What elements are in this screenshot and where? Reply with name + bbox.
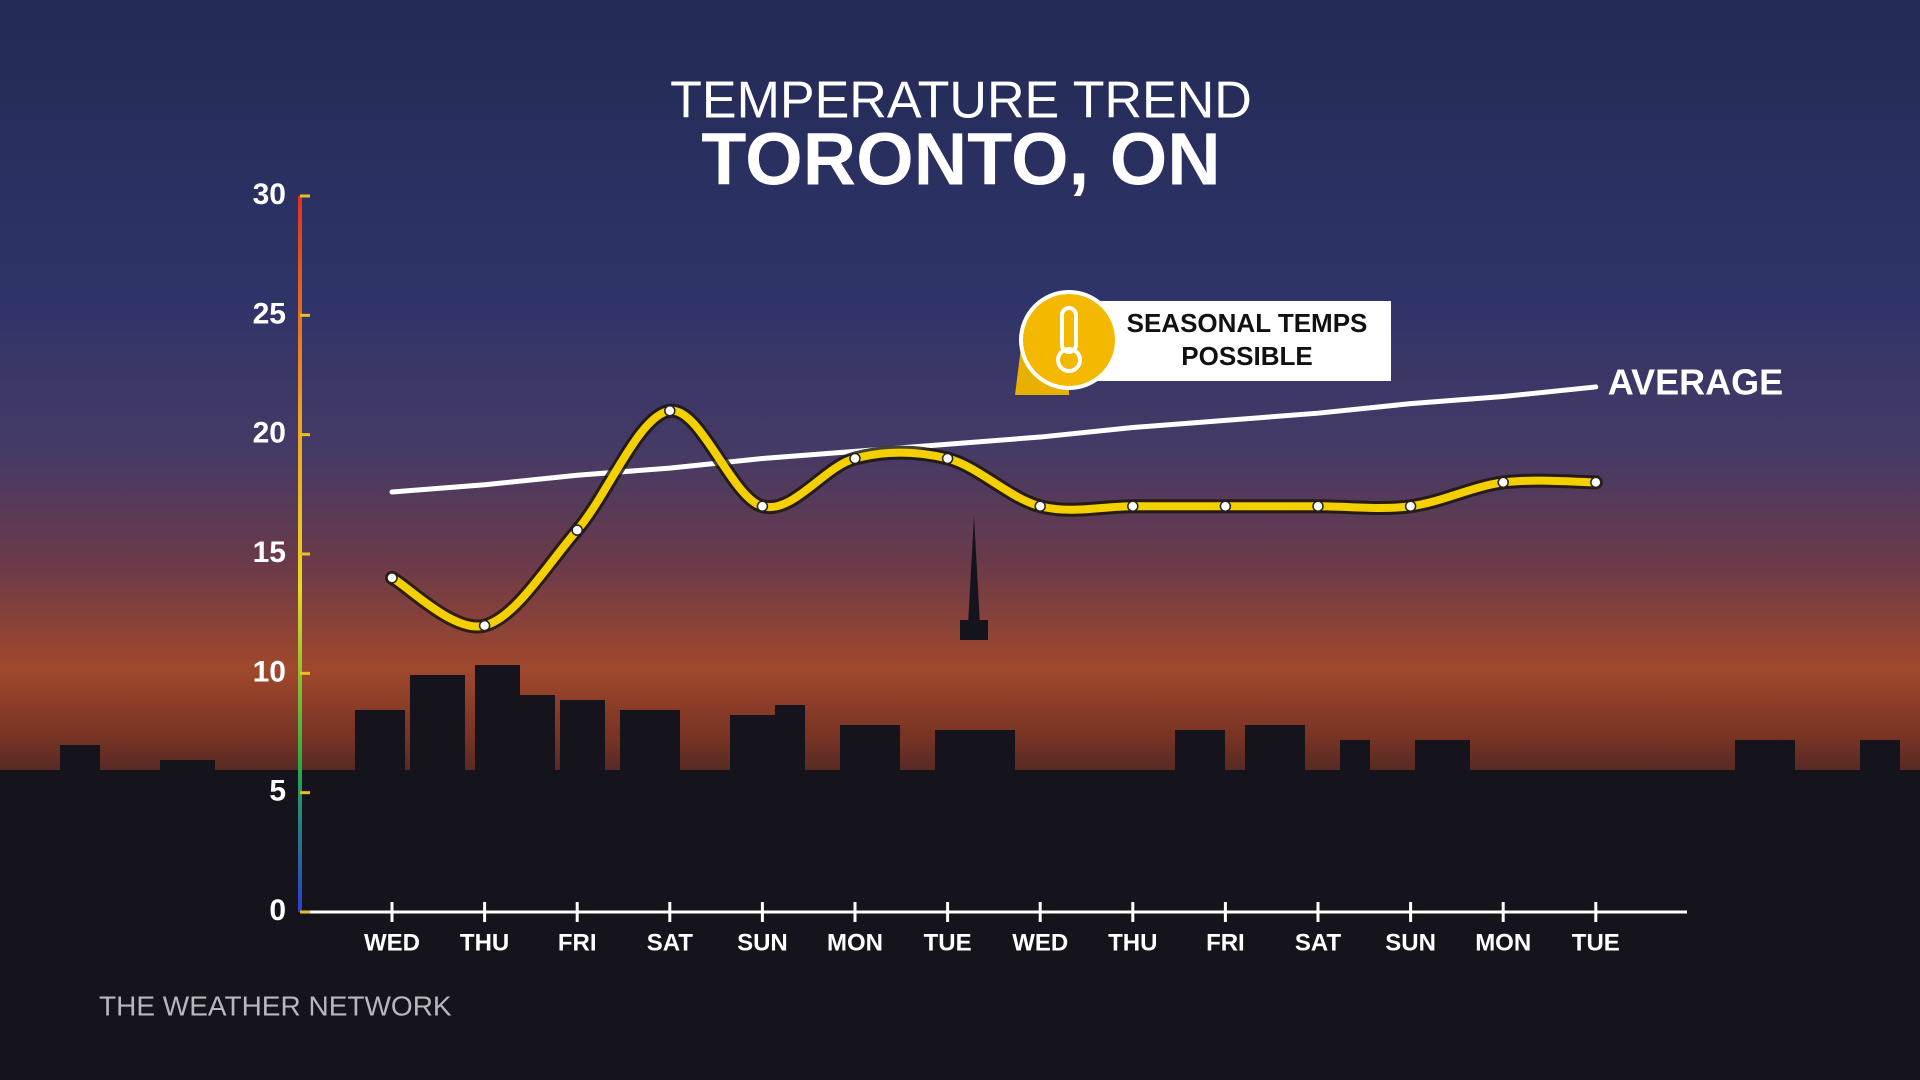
x-tick-label: THU [1108,929,1157,956]
x-tick-label: SUN [737,929,788,956]
data-point [941,452,954,465]
x-tick-label: MON [1475,929,1531,956]
series-line [389,384,1599,495]
data-point [756,500,769,513]
data-point [386,572,398,584]
y-tick-label: 10 [253,655,286,688]
x-tick-label: TUE [924,929,972,956]
x-tick-label: WED [1012,929,1068,956]
source: THE WEATHER NETWORK [99,990,452,1021]
data-point [1034,500,1046,513]
chart-title: TEMPERATURE TREND [670,72,1252,130]
x-tick-label: SAT [647,929,694,956]
x-tick-label: THU [460,929,509,956]
x-tick-label: MON [827,929,883,956]
x-tick-label: SUN [1385,929,1436,956]
data-point [664,405,676,417]
y-tick-label: 30 [253,178,286,211]
y-tick-label: 15 [253,536,286,569]
y-tick-label: 5 [269,775,286,808]
annotation: SEASONAL TEMPS POSSIBLE [1015,290,1391,395]
x-tick-label: FRI [558,929,597,956]
thermometer-icon [1060,306,1078,354]
y-tick-label: 0 [269,894,286,927]
annotation-box [1096,301,1391,381]
thermometer-bulb [1056,347,1082,373]
data-point [478,619,491,632]
annotation-text: POSSIBLE [1181,341,1312,371]
data-point [571,524,583,536]
y-tick-label: 25 [253,297,286,330]
x-tick-label: FRI [1206,929,1245,956]
x-tick-label: SAT [1295,929,1342,956]
data-point [1497,476,1509,489]
y-tick-label: 20 [253,417,286,450]
x-tick-label: TUE [1572,929,1620,956]
data-point [1404,500,1417,513]
data-point [1127,500,1139,513]
data-point [849,452,861,465]
annotation-badge [1019,290,1119,390]
annotation-text: SEASONAL TEMPS [1127,308,1368,338]
data-point [1590,476,1602,489]
data-point [1219,500,1232,513]
x-tick-label: WED [364,929,420,956]
chart-subtitle: TORONTO, ON [701,118,1220,201]
skyline [0,515,1920,1080]
series-label: AVERAGE [1608,361,1783,402]
data-point [1312,500,1324,513]
